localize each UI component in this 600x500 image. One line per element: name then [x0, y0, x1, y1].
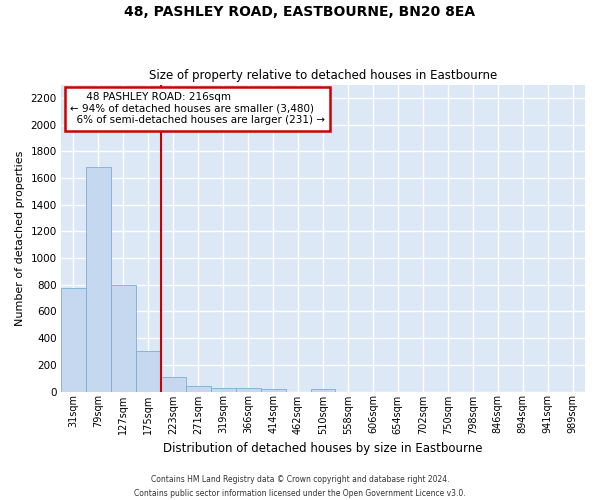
Y-axis label: Number of detached properties: Number of detached properties: [15, 150, 25, 326]
Bar: [236, 388, 260, 392]
Bar: [86, 166, 111, 392]
Bar: [161, 377, 186, 392]
X-axis label: Distribution of detached houses by size in Eastbourne: Distribution of detached houses by size …: [163, 442, 483, 455]
Bar: [61, 288, 86, 392]
Text: 48, PASHLEY ROAD, EASTBOURNE, BN20 8EA: 48, PASHLEY ROAD, EASTBOURNE, BN20 8EA: [124, 5, 476, 19]
Text: 48 PASHLEY ROAD: 216sqm
← 94% of detached houses are smaller (3,480)
  6% of sem: 48 PASHLEY ROAD: 216sqm ← 94% of detache…: [70, 92, 325, 126]
Bar: [211, 388, 236, 392]
Bar: [136, 351, 161, 392]
Bar: [186, 386, 211, 392]
Text: Contains HM Land Registry data © Crown copyright and database right 2024.
Contai: Contains HM Land Registry data © Crown c…: [134, 476, 466, 498]
Bar: [260, 389, 286, 392]
Title: Size of property relative to detached houses in Eastbourne: Size of property relative to detached ho…: [149, 69, 497, 82]
Bar: [111, 286, 136, 392]
Bar: [311, 389, 335, 392]
